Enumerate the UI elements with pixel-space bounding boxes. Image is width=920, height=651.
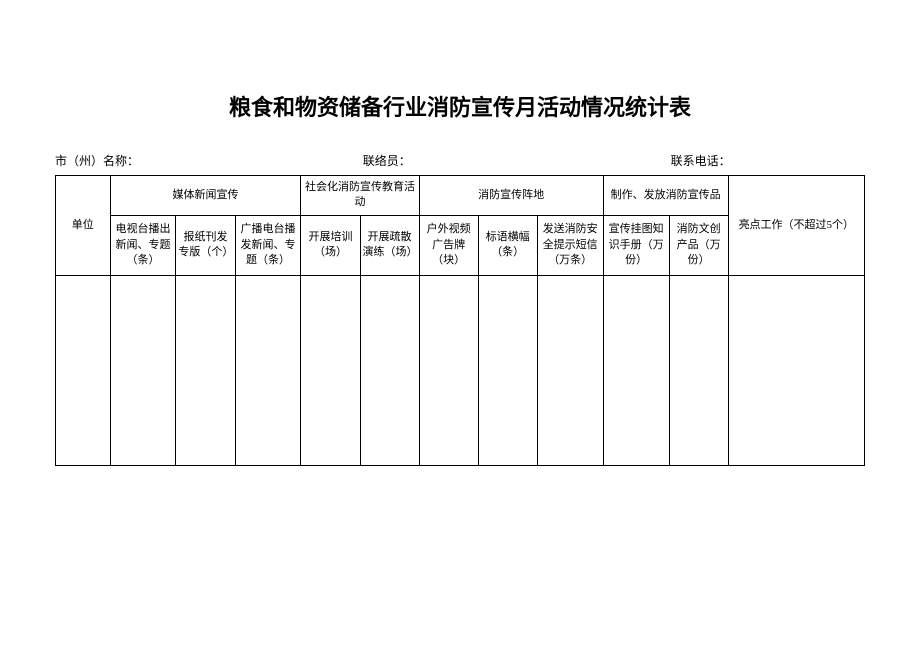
col-highlight-header: 亮点工作（不超过5个） — [728, 176, 864, 276]
cell-c5 — [360, 275, 419, 465]
sub-newspaper-header: 报纸刊发专版（个） — [176, 215, 235, 275]
meta-contact-label: 联络员： — [363, 152, 671, 169]
statistics-table: 单位 媒体新闻宣传 社会化消防宣传教育活动 消防宣传阵地 制作、发放消防宣传品 … — [55, 175, 865, 466]
cell-c2 — [176, 275, 235, 465]
group-social-header: 社会化消防宣传教育活动 — [301, 176, 419, 216]
cell-c8 — [537, 275, 603, 465]
sub-training-header: 开展培训（场） — [301, 215, 360, 275]
meta-row: 市（州）名称： 联络员： 联系电话： — [55, 152, 865, 169]
col-unit-header: 单位 — [56, 176, 111, 276]
sub-creative-header: 消防文创产品（万份） — [669, 215, 728, 275]
cell-highlight — [728, 275, 864, 465]
page-title: 粮食和物资储备行业消防宣传月活动情况统计表 — [55, 90, 865, 122]
cell-c9 — [603, 275, 669, 465]
sub-tv-header: 电视台播出新闻、专题（条） — [110, 215, 176, 275]
group-media-header: 媒体新闻宣传 — [110, 176, 301, 216]
sub-banner-header: 标语横幅（条） — [478, 215, 537, 275]
cell-c7 — [478, 275, 537, 465]
sub-radio-header: 广播电台播发新闻、专题（条） — [235, 215, 301, 275]
meta-phone-label: 联系电话： — [671, 152, 865, 169]
sub-outdoor-header: 户外视频广告牌（块） — [419, 215, 478, 275]
sub-drill-header: 开展疏散演练（场） — [360, 215, 419, 275]
group-materials-header: 制作、发放消防宣传品 — [603, 176, 728, 216]
meta-city-label: 市（州）名称： — [55, 152, 363, 169]
cell-c3 — [235, 275, 301, 465]
cell-c1 — [110, 275, 176, 465]
cell-unit — [56, 275, 111, 465]
sub-poster-header: 宣传挂图知识手册（万份） — [603, 215, 669, 275]
cell-c4 — [301, 275, 360, 465]
sub-sms-header: 发送消防安全提示短信（万条） — [537, 215, 603, 275]
table-row — [56, 275, 865, 465]
cell-c6 — [419, 275, 478, 465]
cell-c10 — [669, 275, 728, 465]
group-position-header: 消防宣传阵地 — [419, 176, 603, 216]
